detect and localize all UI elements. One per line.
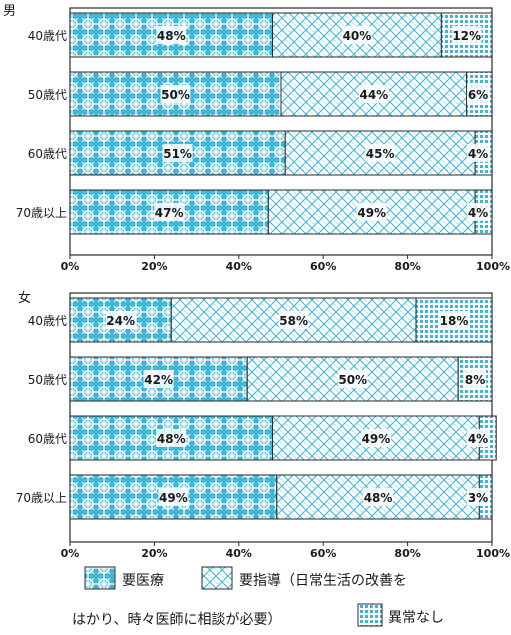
x-tick-label: 60% bbox=[310, 547, 336, 560]
x-tick-label: 80% bbox=[394, 260, 420, 273]
data-label: 48% bbox=[157, 29, 186, 43]
legend-label-yoiryo: 要医療 bbox=[122, 572, 164, 589]
data-label-bg bbox=[363, 488, 394, 506]
legend-label-yoshido: 要指導（日常生活の改善を bbox=[239, 573, 407, 589]
chart-panel-female: 女 40歳代 24% 58% 18% 50歳代 42% 50% 8% 60歳代 48% 49% 4% 7… bbox=[16, 290, 510, 560]
data-label: 51% bbox=[163, 147, 192, 161]
data-label: 6% bbox=[468, 88, 488, 102]
data-label: 50% bbox=[338, 373, 367, 387]
data-label: 18% bbox=[440, 314, 469, 328]
data-label-bg bbox=[439, 311, 470, 329]
data-label: 48% bbox=[364, 491, 393, 505]
x-tick-label: 80% bbox=[394, 547, 420, 560]
data-label: 3% bbox=[468, 491, 488, 505]
data-label: 24% bbox=[106, 314, 135, 328]
data-label: 4% bbox=[468, 147, 488, 161]
category-label: 70歳以上 bbox=[16, 206, 67, 220]
x-tick-label: 0% bbox=[61, 547, 80, 560]
data-label-bg bbox=[360, 429, 391, 447]
x-tick-label: 40% bbox=[226, 260, 252, 273]
data-label: 8% bbox=[465, 373, 485, 387]
category-label: 60歳代 bbox=[28, 147, 67, 161]
data-label-bg bbox=[467, 488, 489, 506]
data-label: 4% bbox=[468, 206, 488, 220]
data-label: 49% bbox=[159, 491, 188, 505]
data-label-bg bbox=[341, 26, 372, 44]
data-label-bg bbox=[156, 429, 187, 447]
data-label-bg bbox=[143, 370, 174, 388]
data-label-bg bbox=[105, 311, 136, 329]
legend-swatch-yoiryo bbox=[84, 566, 116, 590]
data-label-bg bbox=[158, 488, 189, 506]
legend-swatch-yoshido bbox=[201, 566, 233, 590]
data-label-bg bbox=[467, 144, 489, 162]
data-label-bg bbox=[160, 85, 191, 103]
category-label: 40歳代 bbox=[28, 314, 67, 328]
category-label: 50歳代 bbox=[28, 373, 67, 387]
data-label-bg bbox=[162, 144, 193, 162]
chart-panel-male: 男 40歳代 48% 40% 12% 50歳代 50% 44% 6% 60歳代 51% 45% 4% 7… bbox=[3, 4, 510, 273]
panel-title-female: 女 bbox=[18, 290, 31, 306]
data-label: 45% bbox=[366, 147, 395, 161]
x-tick-label: 20% bbox=[141, 260, 167, 273]
legend: 要医療 要指導（日常生活の改善を はかり、時々医師に相談が必要） 異常なし bbox=[72, 566, 444, 628]
x-tick-label: 0% bbox=[61, 260, 80, 273]
data-label: 49% bbox=[357, 206, 386, 220]
data-label: 49% bbox=[362, 432, 391, 446]
data-label-bg bbox=[467, 203, 489, 221]
data-label-bg bbox=[358, 85, 389, 103]
data-label: 4% bbox=[468, 432, 488, 446]
data-label-bg bbox=[154, 203, 185, 221]
x-tick-label: 20% bbox=[141, 547, 167, 560]
data-label-bg bbox=[356, 203, 387, 221]
data-label-bg bbox=[365, 144, 396, 162]
data-label-bg bbox=[278, 311, 309, 329]
data-label-bg bbox=[467, 85, 489, 103]
data-label-bg bbox=[451, 26, 482, 44]
legend-label-ijonashi: 異常なし bbox=[388, 610, 444, 626]
category-label: 50歳代 bbox=[28, 88, 67, 102]
category-label: 40歳代 bbox=[28, 29, 67, 43]
data-label-bg bbox=[156, 26, 187, 44]
data-label: 40% bbox=[343, 29, 372, 43]
category-label: 60歳代 bbox=[28, 432, 67, 446]
x-tick-label: 40% bbox=[226, 547, 252, 560]
data-label: 44% bbox=[359, 88, 388, 102]
data-label: 50% bbox=[161, 88, 190, 102]
data-label: 42% bbox=[144, 373, 173, 387]
x-tick-label: 100% bbox=[476, 547, 510, 560]
data-label: 58% bbox=[279, 314, 308, 328]
data-label-bg bbox=[337, 370, 368, 388]
data-label: 47% bbox=[155, 206, 184, 220]
category-label: 70歳以上 bbox=[16, 491, 67, 505]
data-label-bg bbox=[464, 370, 487, 388]
data-label: 48% bbox=[157, 432, 186, 446]
data-label-bg bbox=[467, 429, 489, 447]
legend-label-yoshido-line2: はかり、時々医師に相談が必要） bbox=[72, 612, 281, 628]
bar-segment-yoiryo bbox=[69, 12, 274, 58]
x-tick-label: 100% bbox=[476, 260, 510, 273]
data-label: 12% bbox=[452, 29, 481, 43]
bar-segment-yoshido bbox=[276, 474, 480, 520]
legend-swatch-ijonashi bbox=[357, 603, 383, 627]
panel-title-male: 男 bbox=[3, 4, 16, 19]
x-tick-label: 60% bbox=[310, 260, 336, 273]
